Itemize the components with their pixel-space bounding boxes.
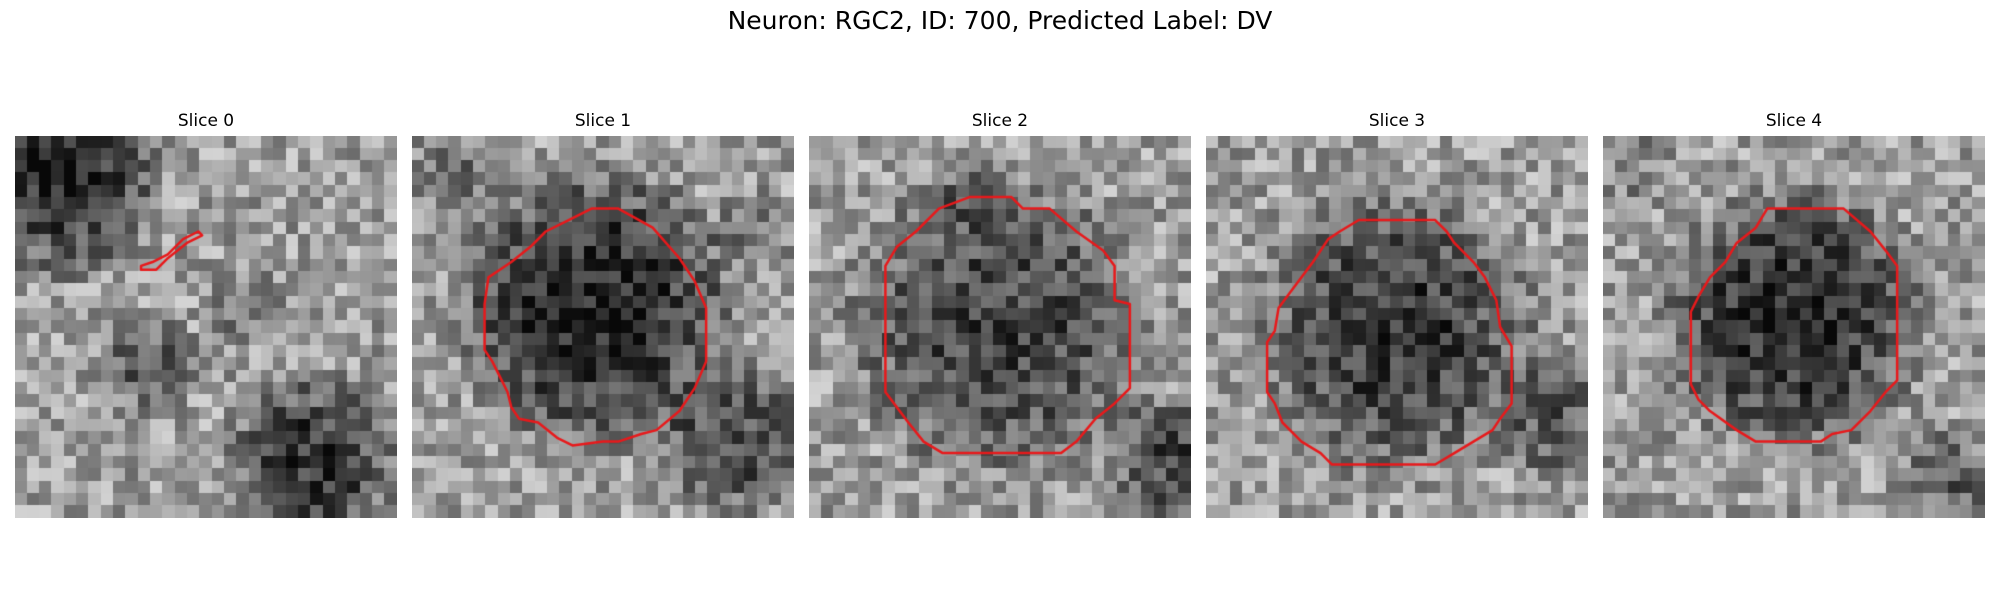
slice-title: Slice 1: [574, 111, 632, 131]
slice-image: [1206, 136, 1588, 518]
slice-image: [15, 136, 397, 518]
slice-panel-0: Slice 0: [15, 106, 397, 518]
slice-title: Slice 0: [177, 111, 235, 131]
slice-image: [412, 136, 794, 518]
slice-image: [1603, 136, 1985, 518]
slice-panel-4: Slice 4: [1603, 106, 1985, 518]
slice-panel-2: Slice 2: [809, 106, 1191, 518]
figure-title: Neuron: RGC2, ID: 700, Predicted Label: …: [727, 6, 1273, 35]
slice-title: Slice 4: [1765, 111, 1823, 131]
slice-title: Slice 2: [971, 111, 1029, 131]
slice-panel-1: Slice 1: [412, 106, 794, 518]
slice-panel-3: Slice 3: [1206, 106, 1588, 518]
slice-image: [809, 136, 1191, 518]
slice-title: Slice 3: [1368, 111, 1426, 131]
